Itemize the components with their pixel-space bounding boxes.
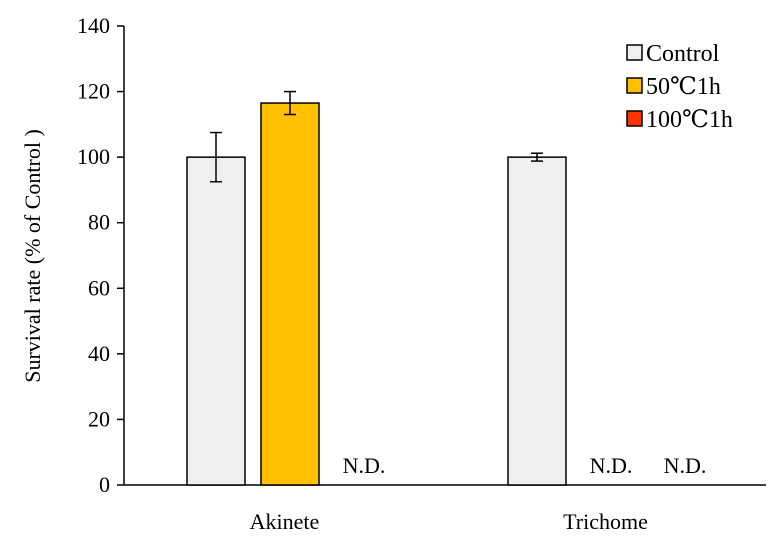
legend-label-series-0: Control — [646, 41, 720, 67]
category-label-trichome: Trichome — [563, 509, 648, 534]
nd-label: N.D. — [343, 453, 386, 478]
legend: Control 50℃1h 100℃1h — [626, 41, 733, 133]
legend-swatch-series-0 — [626, 44, 643, 61]
category-label-akinete: Akinete — [250, 509, 320, 534]
y-tick-label: 80 — [88, 210, 110, 235]
bar-akinete-series-1 — [260, 102, 320, 486]
not-detected-labels: N.D. N.D. N.D. — [343, 453, 707, 478]
bar-trichome-series-0 — [507, 156, 567, 486]
legend-swatch-series-2 — [626, 110, 643, 127]
legend-label-series-2: 100℃1h — [646, 107, 733, 133]
error-bars — [210, 90, 543, 183]
y-tick-label: 20 — [88, 406, 110, 431]
y-tick-label: 60 — [88, 275, 110, 300]
legend-label-series-1: 50℃1h — [646, 74, 721, 100]
bar-akinete-series-0 — [186, 156, 246, 486]
y-axis: 0 20 40 60 80 100 120 140 — [77, 13, 125, 497]
legend-swatch-series-1 — [626, 77, 643, 94]
nd-label: N.D. — [664, 453, 707, 478]
y-tick-label: 100 — [77, 144, 110, 169]
nd-label: N.D. — [590, 453, 633, 478]
y-tick-label: 140 — [77, 13, 110, 38]
y-axis-title: Survival rate (% of Control ) — [20, 129, 45, 383]
y-tick-label: 120 — [77, 79, 110, 104]
bars — [186, 102, 567, 486]
category-labels: Akinete Trichome — [250, 509, 648, 534]
y-tick-label: 40 — [88, 341, 110, 366]
y-tick-label: 0 — [99, 472, 110, 497]
